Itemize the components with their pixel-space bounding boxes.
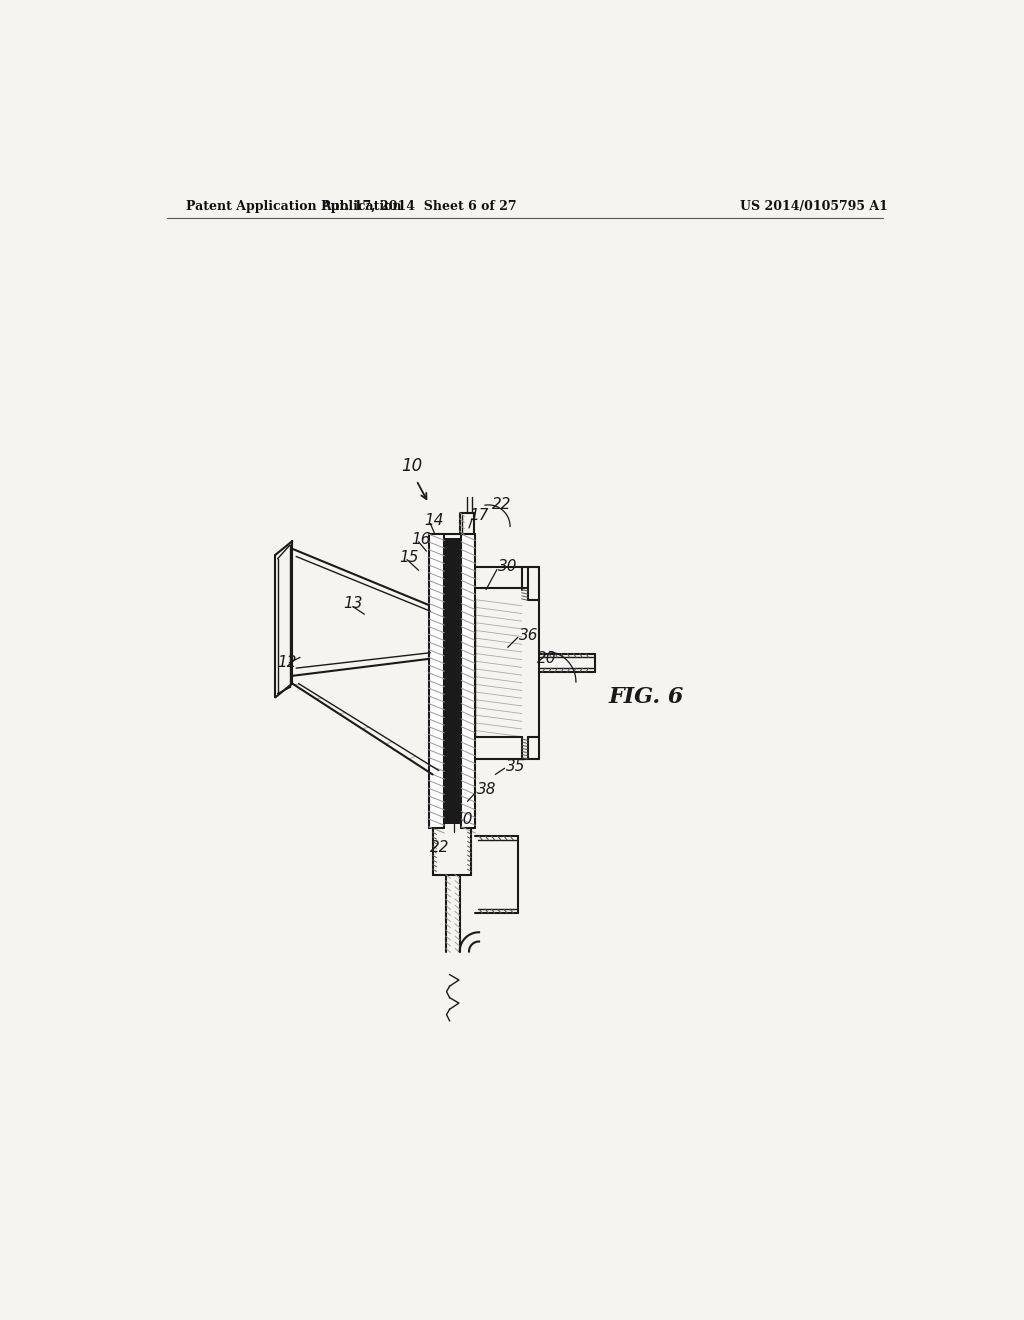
Text: 10: 10: [400, 458, 422, 475]
Text: 38: 38: [477, 783, 497, 797]
Text: 30: 30: [499, 558, 518, 574]
Text: FIG. 6: FIG. 6: [608, 686, 684, 709]
Bar: [429, 535, 444, 829]
Text: 20: 20: [538, 651, 557, 667]
Bar: [444, 539, 461, 825]
Text: 13: 13: [343, 595, 362, 611]
Text: 40: 40: [454, 812, 473, 826]
Bar: [461, 535, 475, 829]
Text: 12: 12: [278, 655, 297, 671]
Text: Patent Application Publication: Patent Application Publication: [186, 199, 401, 213]
Text: 17: 17: [469, 508, 488, 523]
Text: 14: 14: [424, 512, 443, 528]
Text: 16: 16: [411, 532, 430, 546]
Text: Apr. 17, 2014  Sheet 6 of 27: Apr. 17, 2014 Sheet 6 of 27: [321, 199, 516, 213]
Text: 35: 35: [506, 759, 525, 775]
Text: 36: 36: [519, 628, 539, 643]
Text: 15: 15: [399, 549, 419, 565]
Text: 22: 22: [430, 840, 450, 855]
Text: US 2014/0105795 A1: US 2014/0105795 A1: [740, 199, 888, 213]
Text: 22: 22: [493, 498, 512, 512]
